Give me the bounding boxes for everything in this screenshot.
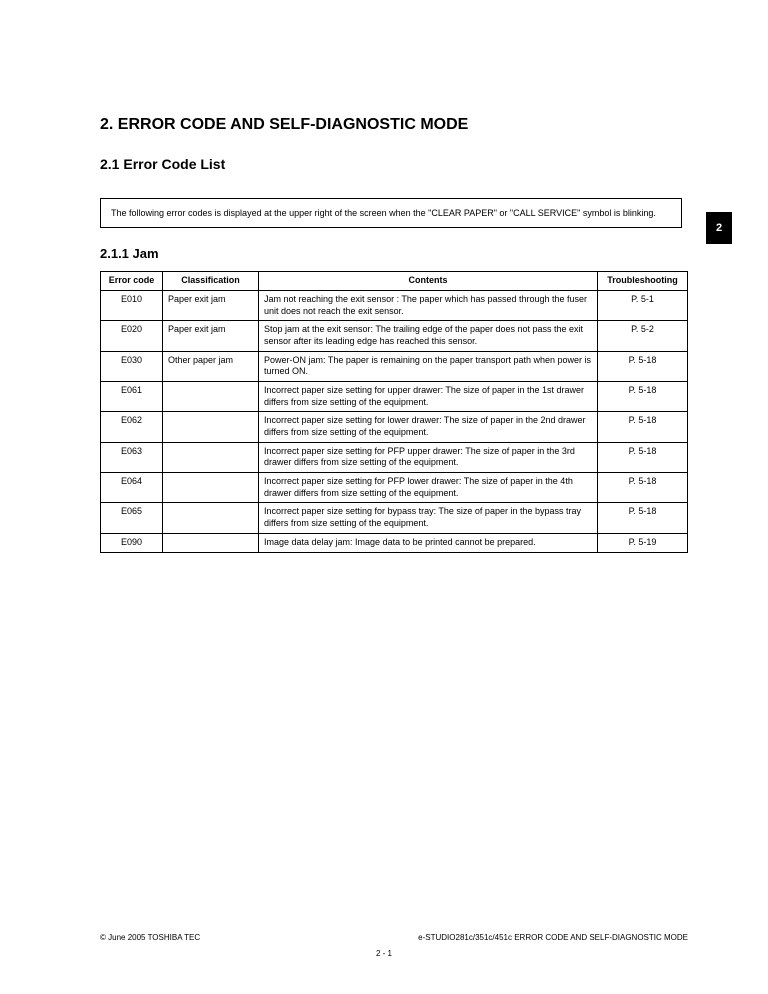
cell-contents: Image data delay jam: Image data to be p… bbox=[259, 533, 598, 552]
cell-code: E061 bbox=[101, 381, 163, 411]
table-row: E030 Other paper jam Power-ON jam: The p… bbox=[101, 351, 688, 381]
cell-trouble: P. 5-18 bbox=[598, 381, 688, 411]
cell-class: Paper exit jam bbox=[163, 321, 259, 351]
table-row: E064 Incorrect paper size setting for PF… bbox=[101, 473, 688, 503]
cell-contents: Incorrect paper size setting for lower d… bbox=[259, 412, 598, 442]
cell-class bbox=[163, 503, 259, 533]
cell-trouble: P. 5-18 bbox=[598, 442, 688, 472]
cell-code: E065 bbox=[101, 503, 163, 533]
table-row: E090 Image data delay jam: Image data to… bbox=[101, 533, 688, 552]
footer-left: © June 2005 TOSHIBA TEC bbox=[100, 933, 200, 942]
cell-code: E090 bbox=[101, 533, 163, 552]
table-row: E065 Incorrect paper size setting for by… bbox=[101, 503, 688, 533]
cell-code: E020 bbox=[101, 321, 163, 351]
page-content: 2. ERROR CODE AND SELF-DIAGNOSTIC MODE 2… bbox=[0, 0, 768, 553]
cell-contents: Incorrect paper size setting for PFP low… bbox=[259, 473, 598, 503]
page-footer: © June 2005 TOSHIBA TEC e-STUDIO281c/351… bbox=[100, 933, 688, 942]
cell-class: Other paper jam bbox=[163, 351, 259, 381]
note-box: The following error codes is displayed a… bbox=[100, 198, 682, 228]
table-row: E063 Incorrect paper size setting for PF… bbox=[101, 442, 688, 472]
cell-class: Paper exit jam bbox=[163, 290, 259, 320]
cell-trouble: P. 5-18 bbox=[598, 473, 688, 503]
heading-section: 2.1 Error Code List bbox=[100, 156, 688, 172]
cell-class bbox=[163, 533, 259, 552]
cell-trouble: P. 5-1 bbox=[598, 290, 688, 320]
cell-code: E064 bbox=[101, 473, 163, 503]
table-row: E020 Paper exit jam Stop jam at the exit… bbox=[101, 321, 688, 351]
table-row: E010 Paper exit jam Jam not reaching the… bbox=[101, 290, 688, 320]
cell-code: E010 bbox=[101, 290, 163, 320]
heading-chapter: 2. ERROR CODE AND SELF-DIAGNOSTIC MODE bbox=[100, 116, 688, 134]
table-header: Troubleshooting bbox=[598, 272, 688, 291]
cell-contents: Incorrect paper size setting for upper d… bbox=[259, 381, 598, 411]
cell-class bbox=[163, 473, 259, 503]
table-header-row: Error code Classification Contents Troub… bbox=[101, 272, 688, 291]
heading-subsection: 2.1.1 Jam bbox=[100, 246, 688, 261]
table-header: Classification bbox=[163, 272, 259, 291]
cell-trouble: P. 5-18 bbox=[598, 351, 688, 381]
cell-trouble: P. 5-2 bbox=[598, 321, 688, 351]
cell-contents: Jam not reaching the exit sensor : The p… bbox=[259, 290, 598, 320]
cell-code: E063 bbox=[101, 442, 163, 472]
cell-trouble: P. 5-18 bbox=[598, 412, 688, 442]
cell-contents: Stop jam at the exit sensor: The trailin… bbox=[259, 321, 598, 351]
cell-code: E062 bbox=[101, 412, 163, 442]
cell-class bbox=[163, 412, 259, 442]
cell-class bbox=[163, 381, 259, 411]
table-row: E062 Incorrect paper size setting for lo… bbox=[101, 412, 688, 442]
error-code-table: Error code Classification Contents Troub… bbox=[100, 271, 688, 552]
table-header: Contents bbox=[259, 272, 598, 291]
cell-contents: Incorrect paper size setting for bypass … bbox=[259, 503, 598, 533]
cell-trouble: P. 5-18 bbox=[598, 503, 688, 533]
footer-right: e-STUDIO281c/351c/451c ERROR CODE AND SE… bbox=[418, 933, 688, 942]
cell-contents: Incorrect paper size setting for PFP upp… bbox=[259, 442, 598, 472]
cell-code: E030 bbox=[101, 351, 163, 381]
cell-class bbox=[163, 442, 259, 472]
table-row: E061 Incorrect paper size setting for up… bbox=[101, 381, 688, 411]
chapter-side-tab: 2 bbox=[706, 212, 732, 244]
cell-contents: Power-ON jam: The paper is remaining on … bbox=[259, 351, 598, 381]
cell-trouble: P. 5-19 bbox=[598, 533, 688, 552]
footer-page-number: 2 - 1 bbox=[0, 949, 768, 958]
table-header: Error code bbox=[101, 272, 163, 291]
